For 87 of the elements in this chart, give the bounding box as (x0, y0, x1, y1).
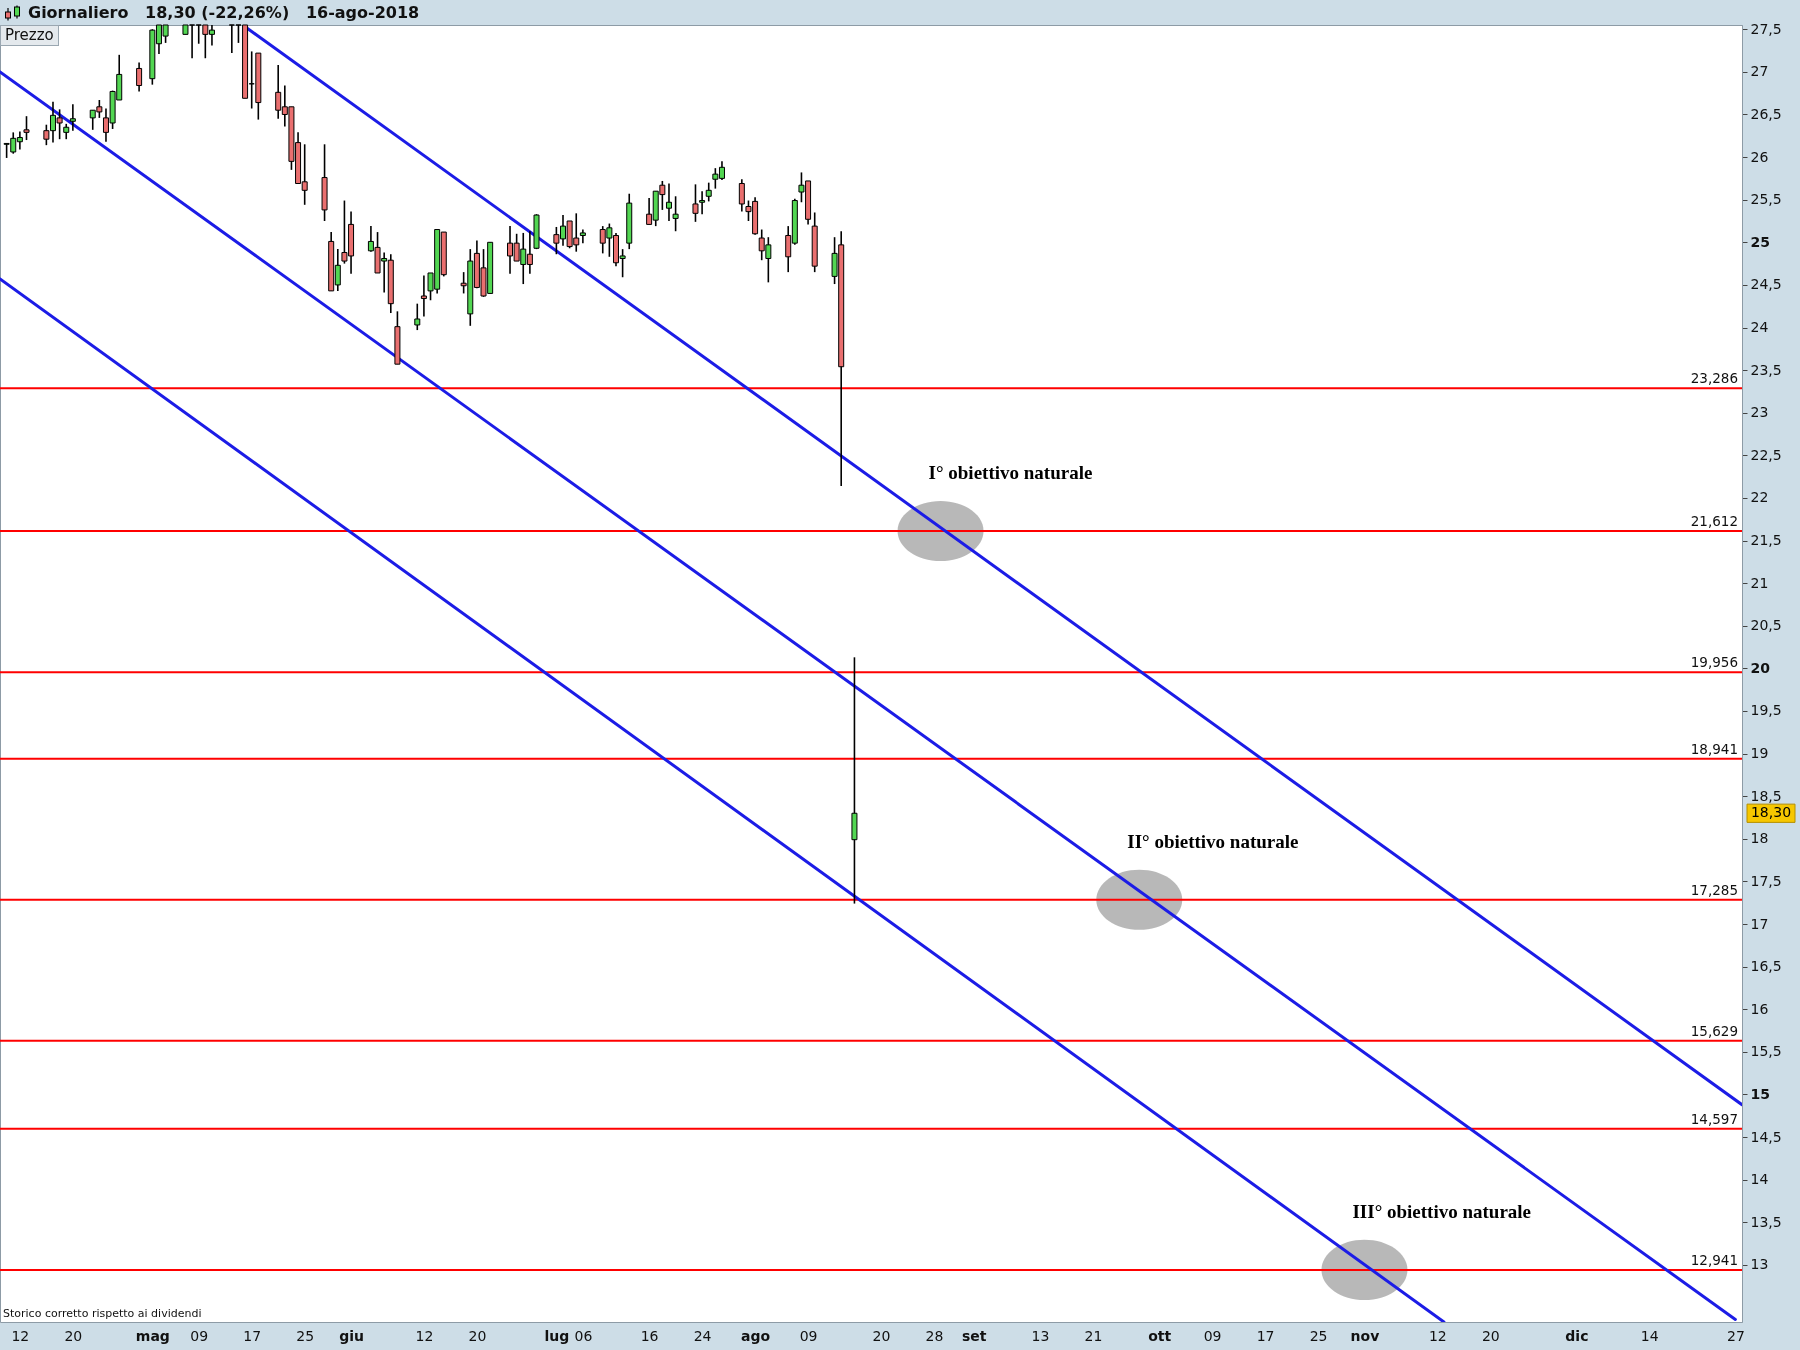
y-tick-label: 24 (1750, 319, 1769, 336)
candlestick (699, 190, 706, 215)
x-tick-label: 17 (1256, 1327, 1275, 1344)
y-tick-label: 22,5 (1750, 446, 1782, 463)
x-tick-label: 12 (1428, 1327, 1447, 1344)
candlestick (136, 61, 143, 93)
candlestick (414, 302, 421, 331)
x-tick-label: lug (544, 1327, 570, 1344)
chart-title: Giornaliero 18,30 (-22,26%) 16-ago-2018 (28, 3, 420, 22)
annotation: I° obiettivo naturale (928, 462, 1093, 484)
ref-line-label: 17,285 (1690, 881, 1738, 898)
y-tick-label: 19,5 (1750, 702, 1782, 719)
x-tick-label: 09 (190, 1327, 209, 1344)
x-tick-label: 06 (574, 1327, 593, 1344)
candlestick (228, 24, 235, 54)
y-tick-label: 15,5 (1750, 1043, 1782, 1060)
annotation: Prezzo (0, 25, 59, 46)
y-tick-label: 21,5 (1750, 532, 1782, 549)
candlestick (665, 182, 672, 222)
ref-line-label: 15,629 (1690, 1022, 1738, 1039)
x-tick-label: 12 (11, 1327, 30, 1344)
y-tick-label: 13 (1750, 1256, 1769, 1273)
y-tick-label: 27 (1750, 63, 1769, 80)
x-tick-label: ott (1148, 1327, 1172, 1344)
y-tick-label: 23,5 (1750, 361, 1782, 378)
x-tick-label: 21 (1084, 1327, 1103, 1344)
y-tick-label: 20,5 (1750, 617, 1782, 634)
y-tick-label: 17 (1750, 915, 1769, 932)
x-tick-label: 25 (296, 1327, 315, 1344)
ref-line-label: 12,941 (1690, 1251, 1738, 1268)
x-tick-label: 13 (1031, 1327, 1050, 1344)
candlestick (420, 274, 427, 318)
x-tick-label: 09 (1203, 1327, 1222, 1344)
y-tick-label: 21 (1750, 574, 1769, 591)
ref-line-label: 21,612 (1690, 513, 1738, 530)
candlestick (69, 103, 76, 132)
x-tick-label: 20 (468, 1327, 487, 1344)
y-tick-label: 13,5 (1750, 1213, 1782, 1230)
x-tick-label: mag (135, 1327, 170, 1344)
y-tick-label: 15 (1750, 1085, 1770, 1102)
y-tick-label: 24,5 (1750, 276, 1782, 293)
x-tick-label: 28 (925, 1327, 944, 1344)
x-tick-label: giu (339, 1327, 364, 1344)
annotation: III° obiettivo naturale (1352, 1200, 1532, 1222)
y-tick-label: 17,5 (1750, 872, 1782, 889)
y-tick-label: 16,5 (1750, 958, 1782, 975)
x-tick-label: 20 (872, 1327, 891, 1344)
y-tick-label: 27,5 (1750, 20, 1782, 37)
x-tick-label: 16 (640, 1327, 659, 1344)
candlestick (738, 178, 745, 213)
x-tick-label: nov (1350, 1327, 1380, 1344)
ref-line-label: 14,597 (1690, 1110, 1738, 1127)
candlestick (692, 183, 699, 223)
y-tick-label: 16 (1750, 1000, 1769, 1017)
candlestick (705, 181, 712, 203)
x-tick-label: 14 (1640, 1327, 1659, 1344)
y-tick-label: 25 (1750, 233, 1770, 250)
y-tick-label: 25,5 (1750, 191, 1782, 208)
y-tick-label: 26,5 (1750, 105, 1782, 122)
ref-line-label: 19,956 (1690, 654, 1738, 671)
ref-line-label: 18,941 (1690, 740, 1738, 757)
ref-line-label: 23,286 (1690, 370, 1738, 387)
candlestick (23, 115, 30, 141)
y-tick-label: 19 (1750, 745, 1769, 762)
y-tick-label: 14 (1750, 1171, 1769, 1188)
candlestick (672, 195, 679, 233)
x-tick-label: 20 (64, 1327, 83, 1344)
x-tick-label: set (961, 1327, 987, 1344)
x-tick-label: 25 (1309, 1327, 1328, 1344)
x-tick-label: 24 (693, 1327, 712, 1344)
annotation: Storico corretto rispetto ai dividendi (3, 1307, 202, 1320)
y-tick-label: 23 (1750, 404, 1769, 421)
x-tick-label: 20 (1481, 1327, 1500, 1344)
y-tick-label: 18,5 (1750, 787, 1782, 804)
x-tick-label: 27 (1726, 1327, 1745, 1344)
y-tick-label: 22 (1750, 489, 1769, 506)
annotation: II° obiettivo naturale (1127, 830, 1299, 852)
x-tick-label: 12 (415, 1327, 434, 1344)
x-tick-label: 17 (243, 1327, 262, 1344)
x-tick-label: 09 (799, 1327, 818, 1344)
x-tick-label: dic (1565, 1327, 1589, 1344)
y-tick-label: 20 (1750, 659, 1771, 676)
y-tick-label: 14,5 (1750, 1128, 1782, 1145)
x-tick-label: ago (741, 1327, 771, 1344)
y-tick-label: 18 (1750, 830, 1769, 847)
candlestick (851, 656, 858, 905)
y-tick-label: 26 (1750, 148, 1769, 165)
